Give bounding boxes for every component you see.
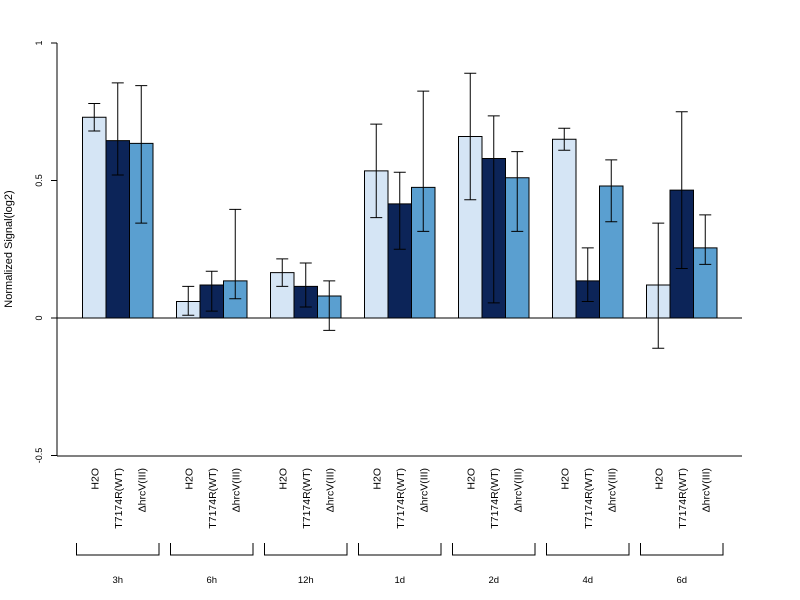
group-bracket bbox=[640, 543, 724, 556]
bar bbox=[82, 116, 107, 319]
bars-layer bbox=[82, 116, 718, 319]
x-category-label: ΔhrcV(III) bbox=[700, 468, 712, 512]
group-label: 6h bbox=[206, 575, 217, 586]
group-bracket bbox=[170, 543, 254, 556]
group-bracket bbox=[264, 543, 348, 556]
group-label: 4d bbox=[582, 575, 593, 586]
x-category-label: T7174R(WT) bbox=[113, 468, 125, 529]
x-category-label: ΔhrcV(III) bbox=[136, 468, 148, 512]
x-category-label: H2O bbox=[277, 468, 289, 490]
x-category-label: ΔhrcV(III) bbox=[606, 468, 618, 512]
x-category-label: H2O bbox=[89, 468, 101, 490]
y-axis-label: Normalized Signal(log2) bbox=[3, 190, 15, 307]
group-bracket bbox=[358, 543, 442, 556]
group-label: 6d bbox=[676, 575, 687, 586]
y-tick-label: 1 bbox=[34, 40, 44, 45]
x-category-label: T7174R(WT) bbox=[677, 468, 689, 529]
group-brackets: 3h 6h 12h 1d 2d 4d 6d bbox=[76, 543, 724, 586]
x-category-label: H2O bbox=[465, 468, 477, 490]
x-category-label: T7174R(WT) bbox=[207, 468, 219, 529]
x-category-label: ΔhrcV(III) bbox=[230, 468, 242, 512]
group-bracket bbox=[452, 543, 536, 556]
group-label: 1d bbox=[394, 575, 405, 586]
x-category-label: H2O bbox=[653, 468, 665, 490]
x-category-label: T7174R(WT) bbox=[301, 468, 313, 529]
error-bars-layer bbox=[88, 72, 712, 349]
x-category-label: T7174R(WT) bbox=[489, 468, 501, 529]
x-category-label: ΔhrcV(III) bbox=[512, 468, 524, 512]
x-category-label: T7174R(WT) bbox=[395, 468, 407, 529]
group-bracket bbox=[76, 543, 160, 556]
x-category-label: H2O bbox=[371, 468, 383, 490]
bar bbox=[552, 138, 577, 319]
y-tick-label: 0 bbox=[34, 315, 44, 320]
x-category-label: ΔhrcV(III) bbox=[418, 468, 430, 512]
x-category-label: H2O bbox=[559, 468, 571, 490]
x-category-label: T7174R(WT) bbox=[583, 468, 595, 529]
group-label: 3h bbox=[112, 575, 123, 586]
group-bracket bbox=[546, 543, 630, 556]
y-tick-label: 0.5 bbox=[34, 174, 44, 187]
x-category-label: ΔhrcV(III) bbox=[324, 468, 336, 512]
y-axis: 1 0.5 0 -0.5 bbox=[34, 40, 58, 464]
y-tick-label: -0.5 bbox=[34, 448, 44, 464]
x-category-label: H2O bbox=[183, 468, 195, 490]
category-labels: H2O T7174R(WT) ΔhrcV(III) H2O T7174R(WT) Δhrc… bbox=[89, 468, 712, 529]
group-label: 2d bbox=[488, 575, 499, 586]
group-label: 12h bbox=[298, 575, 314, 586]
